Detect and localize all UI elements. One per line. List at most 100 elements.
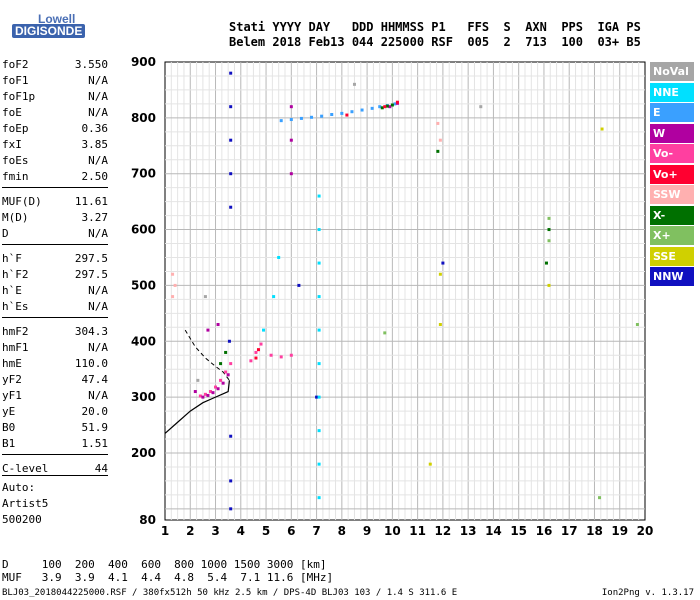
param-name: MUF(D) bbox=[2, 195, 42, 208]
auto-code: 500200 bbox=[2, 513, 42, 526]
param-row-0: foF2 3.550 bbox=[2, 58, 108, 72]
echo-point bbox=[229, 434, 233, 438]
echo-point bbox=[352, 82, 356, 86]
x-tick-label: 9 bbox=[363, 524, 371, 538]
echo-point bbox=[203, 295, 207, 299]
param-name: yF2 bbox=[2, 373, 22, 386]
param-value: 3.550 bbox=[74, 58, 108, 71]
param-name: yE bbox=[2, 405, 16, 418]
echo-point bbox=[277, 255, 281, 259]
echo-point bbox=[317, 228, 321, 232]
echo-point bbox=[208, 390, 212, 394]
echo-point bbox=[385, 104, 389, 108]
echo-point bbox=[438, 272, 442, 276]
x-tick-label: 2 bbox=[186, 524, 194, 538]
echo-point bbox=[547, 216, 551, 220]
echo-point bbox=[256, 348, 260, 352]
param-name: fxI bbox=[2, 138, 22, 151]
param-row-14: h`Es N/A bbox=[2, 300, 108, 314]
echo-point bbox=[317, 462, 321, 466]
echo-point bbox=[289, 138, 293, 142]
param-row-3: foE N/A bbox=[2, 106, 108, 120]
legend-item-w: W bbox=[650, 123, 694, 143]
param-value: N/A bbox=[88, 284, 108, 297]
x-tick-label: 10 bbox=[384, 524, 401, 538]
param-value: 11.61 bbox=[74, 195, 108, 208]
param-name: foF1p bbox=[2, 90, 36, 103]
echo-point bbox=[388, 105, 392, 109]
param-name: foF1 bbox=[2, 74, 29, 87]
legend-item-x: X+ bbox=[650, 226, 694, 245]
echo-point bbox=[216, 387, 220, 391]
param-value: N/A bbox=[88, 90, 108, 103]
param-row-20: yE 20.0 bbox=[2, 405, 108, 419]
y-tick-label: 80 bbox=[139, 513, 156, 527]
echo-point bbox=[196, 378, 200, 382]
echo-point bbox=[254, 350, 258, 354]
param-value: 0.36 bbox=[81, 122, 109, 135]
param-separator bbox=[2, 317, 108, 318]
x-tick-label: 19 bbox=[611, 524, 628, 538]
x-tick-label: 16 bbox=[536, 524, 553, 538]
echo-point bbox=[297, 283, 301, 287]
echo-point bbox=[393, 102, 397, 106]
param-name: foEp bbox=[2, 122, 29, 135]
brand-logo-badge: DIGISONDE bbox=[12, 24, 86, 38]
param-value: N/A bbox=[88, 300, 108, 313]
x-tick-label: 12 bbox=[435, 524, 452, 538]
echo-point bbox=[269, 353, 273, 357]
param-row-9: M(D) 3.27 bbox=[2, 211, 108, 225]
echo-point bbox=[438, 138, 442, 142]
param-name: hmE bbox=[2, 357, 22, 370]
echo-point bbox=[289, 105, 293, 109]
echo-point bbox=[226, 373, 230, 377]
echo-point bbox=[227, 339, 231, 343]
param-name: hmF2 bbox=[2, 325, 29, 338]
echo-point bbox=[201, 395, 205, 399]
echo-point bbox=[317, 362, 321, 366]
echo-point bbox=[317, 295, 321, 299]
echo-point bbox=[171, 272, 175, 276]
x-tick-label: 5 bbox=[262, 524, 270, 538]
param-row-19: yF1 N/A bbox=[2, 389, 108, 403]
x-tick-label: 11 bbox=[409, 524, 426, 538]
param-value: 304.3 bbox=[74, 325, 108, 338]
param-name: foEs bbox=[2, 154, 29, 167]
echo-point bbox=[221, 381, 225, 385]
echo-point bbox=[330, 113, 334, 117]
echo-point bbox=[598, 496, 602, 500]
echo-point bbox=[173, 283, 177, 287]
y-tick-label: 300 bbox=[131, 390, 156, 404]
y-tick-label: 200 bbox=[131, 446, 156, 460]
echo-point bbox=[229, 71, 233, 75]
param-value: 51.9 bbox=[81, 421, 109, 434]
echo-point bbox=[317, 328, 321, 332]
echo-point bbox=[317, 395, 321, 399]
profile-curve bbox=[164, 380, 231, 434]
echo-point bbox=[229, 205, 233, 209]
echo-point bbox=[249, 359, 253, 363]
y-tick-label: 800 bbox=[131, 111, 156, 125]
echo-point bbox=[254, 356, 258, 360]
x-tick-label: 15 bbox=[510, 524, 527, 538]
param-value: N/A bbox=[88, 227, 108, 240]
echo-point bbox=[317, 194, 321, 198]
echo-point bbox=[229, 105, 233, 109]
echo-point bbox=[380, 106, 384, 110]
echo-point bbox=[479, 105, 483, 109]
y-tick-label: 700 bbox=[131, 167, 156, 181]
echo-point bbox=[441, 261, 445, 265]
legend-item-noval: NoVal bbox=[650, 62, 694, 81]
param-row-8: MUF(D) 11.61 bbox=[2, 195, 108, 209]
param-value: N/A bbox=[88, 106, 108, 119]
echo-point bbox=[544, 261, 548, 265]
param-separator bbox=[2, 475, 108, 476]
echo-point bbox=[216, 323, 220, 327]
echo-point bbox=[272, 295, 276, 299]
echo-point bbox=[203, 392, 207, 396]
param-name: hmF1 bbox=[2, 341, 29, 354]
param-separator bbox=[2, 454, 108, 455]
echo-point bbox=[219, 378, 223, 382]
y-tick-label: 500 bbox=[131, 278, 156, 292]
